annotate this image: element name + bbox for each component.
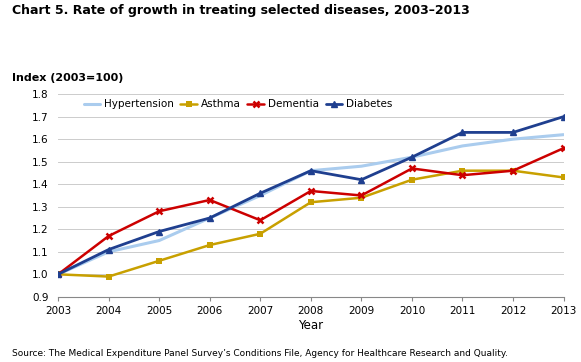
Diabetes [560, 114, 567, 119]
Asthma [459, 169, 466, 173]
Hypertension [408, 155, 415, 159]
Asthma [156, 258, 163, 263]
Dementia [105, 234, 112, 238]
Asthma [358, 195, 365, 200]
Asthma [408, 177, 415, 182]
Dementia [560, 146, 567, 150]
Diabetes [408, 155, 415, 159]
Hypertension [105, 250, 112, 254]
Hypertension [307, 169, 314, 173]
Line: Hypertension: Hypertension [58, 135, 564, 274]
Diabetes [156, 230, 163, 234]
Asthma [560, 175, 567, 180]
Dementia [459, 173, 466, 177]
Dementia [206, 198, 213, 202]
Asthma [55, 272, 62, 277]
Dementia [358, 193, 365, 198]
Diabetes [510, 130, 517, 135]
Dementia [307, 189, 314, 193]
Diabetes [257, 191, 264, 195]
Hypertension [55, 272, 62, 277]
Diabetes [307, 169, 314, 173]
Dementia [408, 166, 415, 171]
Dementia [257, 218, 264, 222]
Hypertension [206, 216, 213, 220]
Asthma [206, 243, 213, 247]
Hypertension [510, 137, 517, 141]
Line: Asthma: Asthma [55, 168, 566, 279]
Text: Source: The Medical Expenditure Panel Survey’s Conditions File, Agency for Healt: Source: The Medical Expenditure Panel Su… [12, 349, 507, 358]
Diabetes [459, 130, 466, 135]
Diabetes [206, 216, 213, 220]
Asthma [307, 200, 314, 205]
Dementia [55, 272, 62, 277]
Hypertension [459, 144, 466, 148]
Hypertension [257, 193, 264, 198]
Dementia [156, 209, 163, 214]
Line: Diabetes: Diabetes [55, 113, 567, 278]
Asthma [257, 232, 264, 236]
Text: Chart 5. Rate of growth in treating selected diseases, 2003–2013: Chart 5. Rate of growth in treating sele… [12, 4, 469, 17]
X-axis label: Year: Year [298, 319, 324, 332]
Diabetes [55, 272, 62, 277]
Hypertension [156, 238, 163, 243]
Diabetes [105, 247, 112, 252]
Hypertension [560, 132, 567, 137]
Dementia [510, 169, 517, 173]
Asthma [510, 169, 517, 173]
Legend: Hypertension, Asthma, Dementia, Diabetes: Hypertension, Asthma, Dementia, Diabetes [84, 99, 393, 109]
Hypertension [358, 164, 365, 168]
Asthma [105, 274, 112, 279]
Diabetes [358, 177, 365, 182]
Text: Index (2003=100): Index (2003=100) [12, 73, 123, 83]
Line: Dementia: Dementia [55, 145, 567, 278]
